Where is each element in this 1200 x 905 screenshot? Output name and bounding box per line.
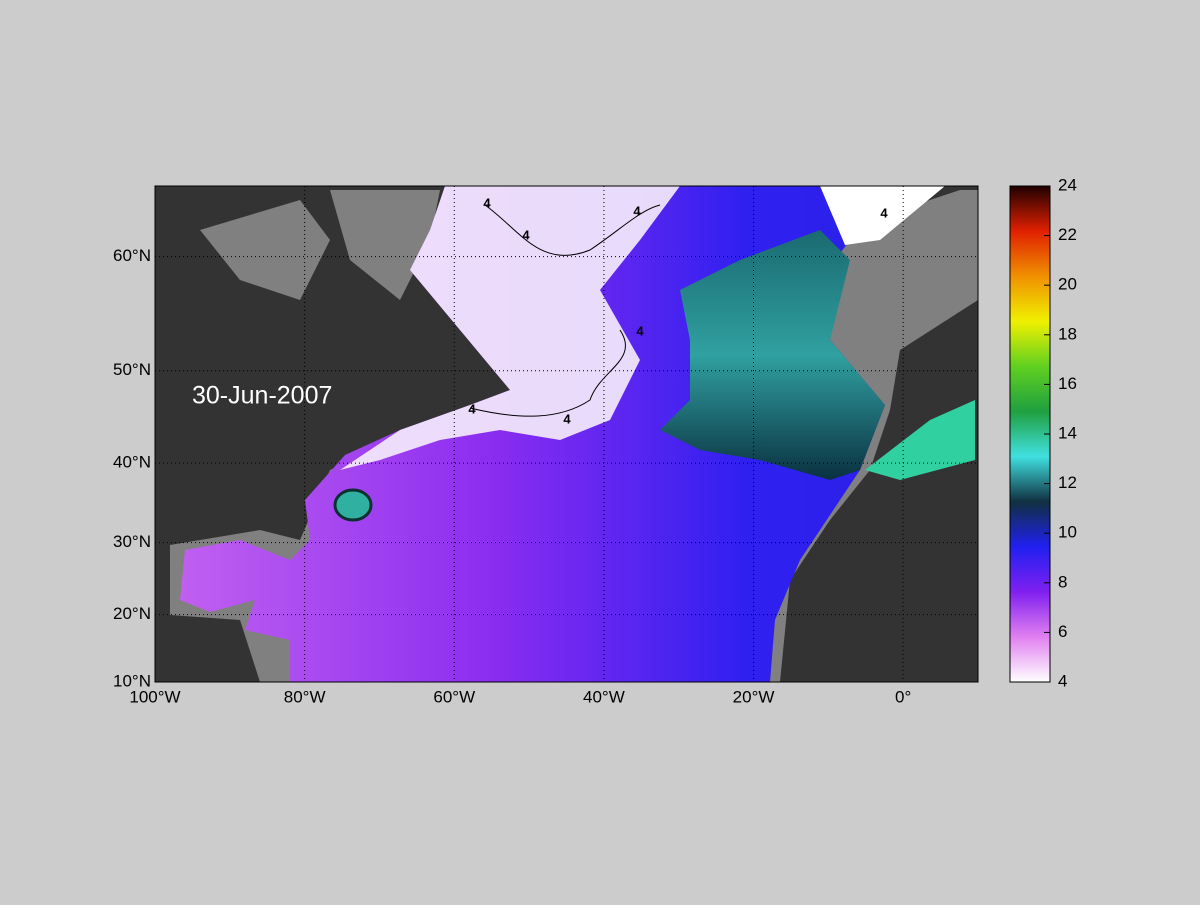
colorbar-tick-label: 18 (1058, 324, 1077, 343)
colorbar-tick-label: 12 (1058, 473, 1077, 492)
colorbar-tick-label: 22 (1058, 225, 1077, 244)
contour-label: 4 (522, 227, 530, 242)
contour-label: 4 (468, 401, 476, 416)
lon-tick-label: 100°W (129, 687, 180, 706)
lon-tick-label: 0° (895, 687, 911, 706)
lat-tick-label: 50°N (113, 360, 151, 379)
map-frame (154, 185, 979, 683)
warm-water (660, 230, 885, 480)
lon-tick-label: 80°W (284, 687, 326, 706)
lon-tick-label: 20°W (733, 687, 775, 706)
contour-label: 4 (880, 205, 888, 220)
map-area (155, 186, 978, 682)
colorbar-tick-label: 20 (1058, 275, 1077, 294)
contour-label: 4 (633, 203, 641, 218)
lon-tick-label: 60°W (433, 687, 475, 706)
colorbar-tick-label: 16 (1058, 374, 1077, 393)
colorbar-tick-label: 8 (1058, 572, 1067, 591)
date-label: 30-Jun-2007 (192, 382, 332, 410)
lat-tick-label: 40°N (113, 453, 151, 472)
colorbar-tick-label: 10 (1058, 523, 1077, 542)
lat-tick-label: 10°N (113, 671, 151, 690)
contour-label: 4 (483, 195, 491, 210)
contour-line (469, 204, 661, 417)
lat-tick-label: 20°N (113, 604, 151, 623)
sea-patch (865, 400, 975, 480)
colorbar-tick-label: 14 (1058, 423, 1077, 442)
colorbar-tick-label: 24 (1058, 175, 1077, 194)
ice (820, 186, 945, 245)
lat-tick-label: 60°N (113, 246, 151, 265)
eddy (333, 488, 373, 522)
contour-label: 4 (636, 323, 644, 338)
lat-tick-label: 30°N (113, 532, 151, 551)
contour-label: 4 (563, 411, 571, 426)
colorbar-tick-label: 4 (1058, 671, 1067, 690)
lon-tick-label: 40°W (583, 687, 625, 706)
colorbar-tick-label: 6 (1058, 622, 1067, 641)
